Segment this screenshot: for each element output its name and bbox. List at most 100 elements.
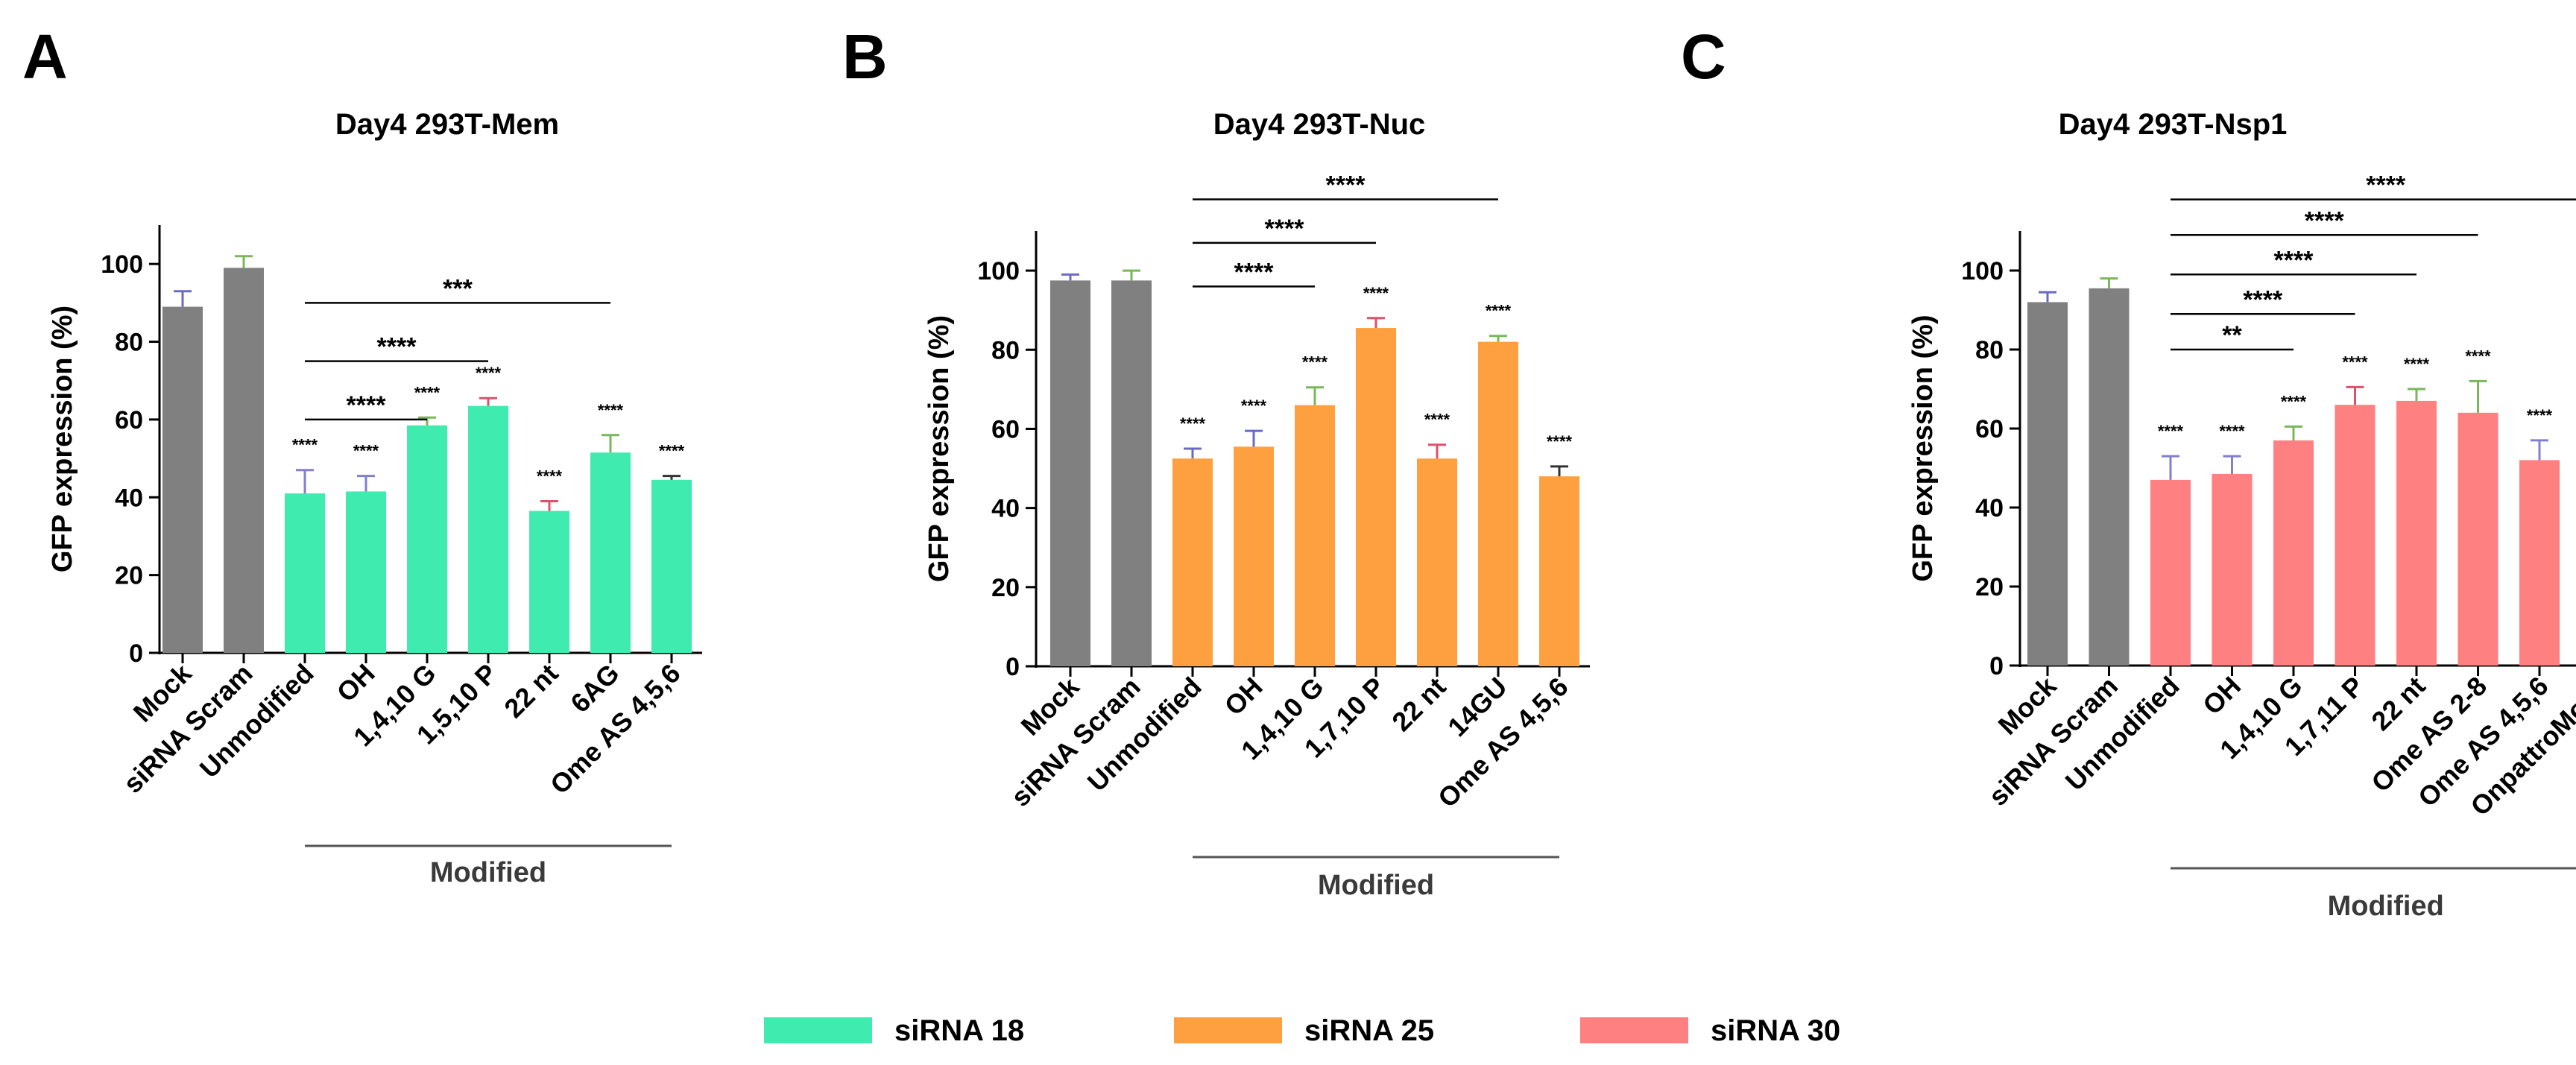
bar xyxy=(285,493,325,653)
bracket-label: **** xyxy=(377,333,417,361)
panel-letter: A xyxy=(22,22,68,92)
y-tick-label: 40 xyxy=(115,484,143,512)
significance-label: **** xyxy=(1547,432,1573,451)
bar xyxy=(2089,288,2130,666)
legend-swatch xyxy=(1174,1017,1282,1043)
y-tick-label: 40 xyxy=(1975,494,2004,522)
bracket-label: **** xyxy=(2274,246,2314,274)
x-tick-label: OH xyxy=(2197,671,2247,721)
significance-label: **** xyxy=(476,364,502,382)
x-tick-label: 22 nt xyxy=(498,658,564,724)
bar xyxy=(1050,280,1090,666)
y-tick-label: 0 xyxy=(1989,652,2004,680)
significance-label: **** xyxy=(1363,284,1389,303)
bar xyxy=(2150,479,2191,666)
group-label: Modified xyxy=(1318,870,1434,901)
bracket-label: **** xyxy=(1326,171,1366,200)
bar xyxy=(468,405,508,653)
significance-label: **** xyxy=(292,436,318,455)
y-tick-label: 100 xyxy=(1961,257,2004,285)
y-tick-label: 20 xyxy=(1975,573,2004,601)
y-axis-label: GFP expression (%) xyxy=(47,306,78,572)
significance-label: **** xyxy=(2158,422,2184,440)
significance-label: **** xyxy=(2281,392,2307,411)
significance-label: **** xyxy=(1302,353,1328,372)
legend-label: siRNA 18 xyxy=(894,1014,1024,1047)
legend-swatch xyxy=(764,1017,872,1043)
bar xyxy=(1356,328,1396,666)
significance-label: **** xyxy=(1424,411,1450,429)
y-tick-label: 60 xyxy=(115,406,143,434)
significance-label: **** xyxy=(659,442,685,461)
x-tick-label: OH xyxy=(1218,671,1268,721)
significance-label: **** xyxy=(2404,355,2430,373)
bar xyxy=(224,268,264,653)
bracket-label: **** xyxy=(347,391,387,420)
bar xyxy=(651,479,692,653)
bar xyxy=(2212,473,2253,666)
legend-label: siRNA 30 xyxy=(1711,1014,1840,1047)
legend-swatch xyxy=(1580,1017,1688,1043)
group-label: Modified xyxy=(2328,891,2444,922)
significance-label: **** xyxy=(1486,302,1512,320)
significance-label: **** xyxy=(414,383,441,402)
y-tick-label: 80 xyxy=(991,336,1020,364)
significance-label: **** xyxy=(353,442,379,461)
panel-C: C Day4 293T-Nsp1 0 20 40 60 80 100 GFP expressio… xyxy=(1681,22,2576,922)
significance-label: **** xyxy=(2342,353,2368,371)
significance-label: **** xyxy=(537,467,563,485)
bracket-label: **** xyxy=(2366,171,2406,200)
y-tick-label: 0 xyxy=(129,639,143,668)
significance-label: **** xyxy=(1180,414,1206,433)
bar xyxy=(1417,458,1457,666)
bar xyxy=(1295,405,1335,666)
bracket-label: ** xyxy=(2222,321,2242,350)
bar xyxy=(1234,446,1274,666)
y-tick-label: 80 xyxy=(1975,336,2004,364)
bar xyxy=(2396,400,2437,666)
x-tick-label: 22 nt xyxy=(1386,671,1451,737)
y-tick-label: 80 xyxy=(115,329,143,357)
bracket-label: **** xyxy=(2305,206,2345,235)
y-tick-label: 40 xyxy=(991,495,1020,523)
bracket-label: **** xyxy=(1265,215,1305,243)
group-label: Modified xyxy=(430,857,546,888)
bar xyxy=(162,306,203,653)
legend-label: siRNA 25 xyxy=(1304,1014,1434,1047)
y-tick-label: 20 xyxy=(991,574,1020,602)
bar xyxy=(529,511,569,653)
y-axis-label: GFP expression (%) xyxy=(924,315,955,582)
bracket-label: **** xyxy=(1234,258,1275,286)
bar xyxy=(2027,302,2068,666)
x-tick-label: OH xyxy=(330,658,380,708)
bar xyxy=(346,491,386,653)
y-tick-label: 0 xyxy=(1006,653,1020,681)
y-tick-label: 60 xyxy=(991,415,1020,443)
y-tick-label: 20 xyxy=(115,562,143,590)
y-tick-label: 60 xyxy=(1975,415,2004,443)
bar xyxy=(2334,405,2375,666)
chart-title: Day4 293T-Mem xyxy=(335,108,559,141)
bar xyxy=(407,425,447,653)
legend: siRNA 18 siRNA 25 siRNA 30 xyxy=(764,1014,1840,1047)
chart-title: Day4 293T-Nuc xyxy=(1213,108,1426,141)
panel-A: A Day4 293T-Mem 0 20 40 60 80 100 GFP expression… xyxy=(22,22,702,888)
bar xyxy=(2519,460,2560,666)
bar xyxy=(1539,476,1579,666)
significance-label: **** xyxy=(2527,406,2553,425)
bar xyxy=(590,452,631,653)
panel-letter: B xyxy=(842,22,888,92)
bar xyxy=(1111,280,1152,666)
bracket-label: **** xyxy=(2243,285,2283,314)
chart-title: Day4 293T-Nsp1 xyxy=(2059,108,2288,141)
bar xyxy=(1478,341,1518,666)
panel-B: B Day4 293T-Nuc 0 20 40 60 80 100 GFP expression… xyxy=(842,22,1590,901)
y-axis-label: GFP expression (%) xyxy=(1907,315,1939,581)
significance-label: **** xyxy=(2219,422,2245,440)
bracket-label: *** xyxy=(443,274,473,303)
panel-letter: C xyxy=(1681,22,1726,92)
significance-label: **** xyxy=(1241,396,1267,415)
significance-label: **** xyxy=(598,401,624,420)
y-tick-label: 100 xyxy=(977,257,1020,285)
